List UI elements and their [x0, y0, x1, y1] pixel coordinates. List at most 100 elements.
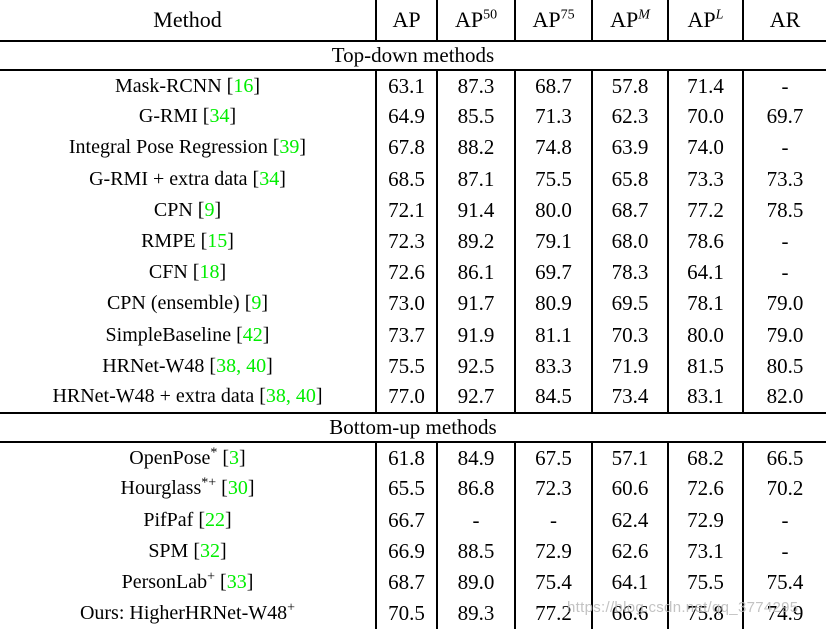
citation-link[interactable]: 3	[229, 446, 240, 469]
col-header-metric: APM	[591, 0, 668, 41]
value-cell: 72.9	[514, 535, 592, 567]
citation: [38, 40]	[204, 354, 273, 377]
method-cell: CFN [18]	[148, 261, 227, 284]
value-cell: 79.0	[742, 319, 826, 351]
value-cell: -	[436, 504, 515, 536]
value-cell: -	[514, 504, 592, 536]
value-cell: -	[742, 132, 826, 164]
value-cell: 66.5	[742, 442, 826, 474]
value-cell: 70.3	[591, 319, 668, 351]
table-row: HRNet-W48 [38, 40] 75.5 92.5 83.3 71.9 81.5 80…	[0, 350, 826, 382]
value-cell: 75.4	[742, 566, 826, 598]
table-row: G-RMI + extra data [34] 68.5 87.1 75.5 65.8 7…	[0, 163, 826, 195]
value-cell: 84.5	[514, 381, 592, 414]
value-cell: 71.3	[514, 101, 592, 133]
value-cell: 73.0	[375, 288, 437, 320]
value-cell: 66.9	[375, 535, 437, 567]
citation-link[interactable]: 42	[242, 323, 263, 346]
value-cell: 68.7	[375, 566, 437, 598]
value-cell: 69.5	[591, 288, 668, 320]
value-cell: 70.5	[375, 598, 437, 630]
method-cell: PifPaf [22]	[143, 508, 232, 531]
section-header-row: Bottom-up methods	[0, 413, 826, 443]
citation: [16]	[221, 74, 260, 97]
citation: [9]	[239, 292, 269, 315]
citation: [22]	[193, 508, 232, 531]
method-cell: SPM [32]	[148, 539, 227, 562]
value-cell: 89.2	[436, 225, 515, 258]
value-cell: 73.7	[375, 319, 437, 351]
value-cell: 91.4	[436, 194, 515, 226]
value-cell: -	[742, 70, 826, 102]
value-cell: 75.5	[667, 566, 743, 598]
metric-superscript: 75	[560, 7, 575, 23]
citation: [18]	[187, 261, 227, 284]
citation-link[interactable]: 9	[251, 292, 262, 315]
section-label: Top-down methods	[331, 43, 495, 67]
value-cell: 78.3	[591, 257, 668, 289]
citation-link[interactable]: 30	[227, 477, 248, 500]
citation-link[interactable]: 38, 40	[216, 354, 267, 377]
method-cell: G-RMI [34]	[138, 105, 237, 128]
value-cell: 86.1	[436, 257, 515, 289]
header-row: Method AP AP50 AP75 APM APL AR	[0, 0, 826, 41]
value-cell: 78.6	[667, 225, 743, 258]
value-cell: 73.3	[742, 163, 826, 195]
value-cell: 77.2	[514, 598, 592, 630]
table-row: G-RMI [34] 64.9 85.5 71.3 62.3 70.0 69.7	[0, 101, 826, 133]
citation-link[interactable]: 15	[207, 230, 228, 253]
col-header-method: Method	[153, 7, 222, 32]
value-cell: 68.7	[591, 194, 668, 226]
metric-superscript: 50	[483, 7, 498, 23]
table-row: PersonLab+ [33] 68.7 89.0 75.4 64.1 75.5 75.4	[0, 566, 826, 598]
citation-link[interactable]: 18	[199, 261, 220, 284]
citation: [34]	[197, 105, 237, 128]
citation-link[interactable]: 22	[205, 508, 225, 531]
citation-link[interactable]: 32	[200, 539, 221, 562]
method-cell: HRNet-W48 [38, 40]	[102, 354, 273, 377]
method-superscript: +	[287, 600, 296, 616]
value-cell: 62.6	[591, 535, 668, 567]
value-cell: 88.5	[436, 535, 515, 567]
citation: [30]	[216, 477, 255, 500]
value-cell: 57.1	[591, 442, 668, 474]
citation-link[interactable]: 16	[233, 74, 254, 97]
table-row: OpenPose* [3] 61.8 84.9 67.5 57.1 68.2 66.5	[0, 442, 826, 474]
table-row: CPN (ensemble) [9] 73.0 91.7 80.9 69.5 78.1 79…	[0, 288, 826, 320]
citation: [33]	[215, 570, 254, 593]
value-cell: 71.9	[591, 350, 668, 382]
value-cell: 69.7	[742, 101, 826, 133]
value-cell: 77.2	[667, 194, 743, 226]
col-header-metric: AR	[742, 0, 826, 41]
table-row: Integral Pose Regression [39] 67.8 88.2 74.…	[0, 132, 826, 164]
section-header-row: Top-down methods	[0, 41, 826, 70]
value-cell: 80.0	[514, 194, 592, 226]
citation: [39]	[267, 136, 307, 159]
value-cell: 63.1	[375, 70, 437, 102]
value-cell: 72.6	[375, 257, 437, 289]
value-cell: -	[742, 535, 826, 567]
method-cell: CPN [9]	[153, 198, 222, 221]
value-cell: 64.1	[591, 566, 668, 598]
value-cell: 86.8	[436, 473, 515, 505]
value-cell: 75.5	[375, 350, 437, 382]
citation-link[interactable]: 34	[209, 105, 230, 128]
value-cell: 64.1	[667, 257, 743, 289]
value-cell: 67.8	[375, 132, 437, 164]
method-cell: Mask-RCNN [16]	[114, 74, 260, 97]
citation-link[interactable]: 39	[279, 136, 300, 159]
value-cell: 72.9	[667, 504, 743, 536]
citation-link[interactable]: 9	[204, 198, 215, 221]
citation-link[interactable]: 33	[226, 570, 247, 593]
method-cell: HRNet-W48 + extra data [38, 40]	[52, 385, 323, 408]
value-cell: 89.0	[436, 566, 515, 598]
value-cell: 62.3	[591, 101, 668, 133]
method-superscript: +	[207, 569, 216, 585]
value-cell: 60.6	[591, 473, 668, 505]
value-cell: 57.8	[591, 70, 668, 102]
value-cell: 73.1	[667, 535, 743, 567]
citation-link[interactable]: 38, 40	[265, 385, 316, 408]
citation-link[interactable]: 34	[259, 167, 280, 190]
value-cell: 68.7	[514, 70, 592, 102]
